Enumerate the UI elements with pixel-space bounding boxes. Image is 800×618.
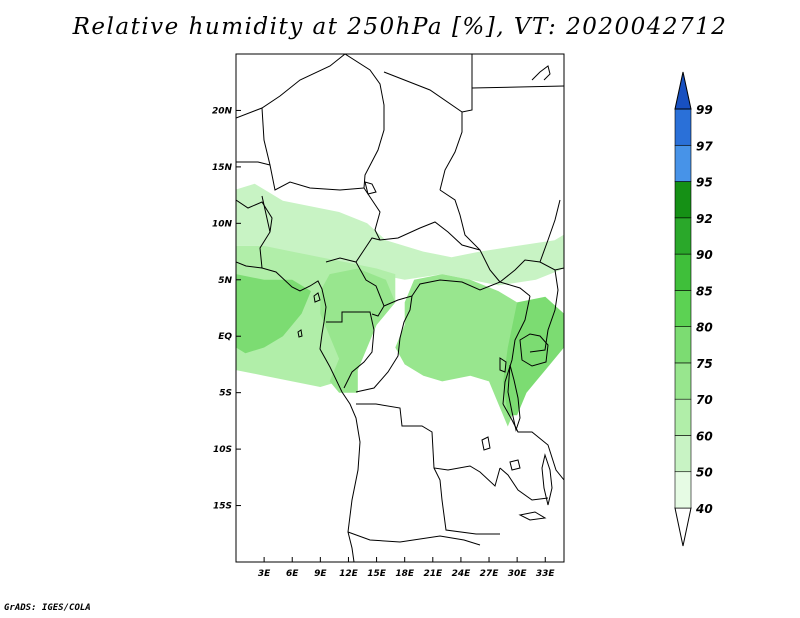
colorbar-label: 90 bbox=[696, 248, 713, 262]
country-borders bbox=[236, 54, 564, 562]
colorbar-label: 75 bbox=[696, 357, 713, 371]
lon-tick-label: 27E bbox=[480, 569, 500, 579]
border-namibia bbox=[347, 531, 481, 546]
border-sudan-ethiopia bbox=[539, 199, 561, 263]
lon-tick-label: 6E bbox=[286, 569, 299, 579]
border-kenya bbox=[529, 269, 559, 353]
colorbar-band bbox=[674, 181, 692, 219]
lon-tick-label: 12E bbox=[339, 569, 359, 579]
lat-tick-label: 5S bbox=[219, 389, 232, 399]
colorbar-band bbox=[674, 471, 692, 509]
lake-bangweulu bbox=[509, 459, 521, 471]
island-sao-tome bbox=[297, 329, 303, 338]
coastline-west bbox=[236, 261, 361, 562]
border-cameroon bbox=[355, 261, 385, 317]
lat-tick-label: 20N bbox=[212, 106, 233, 116]
colorbar-label: 97 bbox=[696, 139, 713, 153]
humidity-shading bbox=[236, 183, 564, 427]
lon-tick-label: 15E bbox=[367, 569, 387, 579]
grads-credit: GrADS: IGES/COLA bbox=[4, 603, 91, 613]
border-chad-sudan bbox=[439, 189, 501, 283]
humidity-zone-west-coast bbox=[236, 274, 311, 354]
lon-tick-label: 3E bbox=[258, 569, 271, 579]
colorbar-label: 50 bbox=[696, 466, 713, 480]
colorbar-top-arrow bbox=[674, 71, 692, 110]
latitude-axis: 20N 15N 10N 5N EQ 5S 10S 15S bbox=[212, 106, 241, 512]
map-title: Relative humidity at 250hPa [%], VT: 202… bbox=[72, 14, 728, 40]
lake-chad bbox=[364, 181, 377, 195]
border-benin-togo bbox=[261, 195, 271, 233]
colorbar-label: 60 bbox=[696, 429, 713, 443]
border-uganda bbox=[502, 295, 531, 405]
border-egypt-sudan bbox=[461, 54, 473, 113]
border-mali-niger bbox=[261, 107, 365, 191]
border-sudan-east bbox=[471, 85, 564, 89]
border-car-chad bbox=[379, 221, 481, 251]
border-cameroon-nigeria bbox=[325, 237, 381, 263]
colorbar-bottom-arrow bbox=[674, 507, 692, 547]
lon-tick-label: 24E bbox=[452, 569, 472, 579]
border-nigeria-chad bbox=[363, 187, 381, 241]
sinai-coast bbox=[531, 65, 551, 81]
gulf-coast-west bbox=[236, 199, 273, 269]
lat-tick-label: 10S bbox=[213, 445, 232, 455]
lat-tick-label: EQ bbox=[218, 332, 232, 342]
lon-tick-label: 33E bbox=[536, 569, 556, 579]
border-car-drc bbox=[383, 279, 531, 307]
colorbar-label: 40 bbox=[695, 502, 713, 516]
colorbar: 40 50 60 70 75 80 85 90 92 95 97 99 bbox=[674, 71, 713, 547]
lake-victoria bbox=[519, 333, 549, 367]
colorbar-band bbox=[674, 398, 692, 436]
border-south-sudan bbox=[499, 259, 564, 283]
colorbar-band bbox=[674, 108, 692, 146]
colorbar-band bbox=[674, 253, 692, 291]
border-congo bbox=[326, 311, 375, 389]
border-zambia-malawi bbox=[499, 467, 549, 501]
colorbar-band bbox=[674, 217, 692, 255]
colorbar-label: 80 bbox=[696, 321, 713, 335]
border-angola-zambia bbox=[433, 467, 500, 535]
colorbar-label: 92 bbox=[696, 212, 713, 226]
lake-kivu bbox=[499, 357, 507, 373]
lon-tick-label: 21E bbox=[423, 569, 443, 579]
colorbar-band bbox=[674, 435, 692, 473]
lake-mweru bbox=[481, 436, 491, 451]
lake-malawi bbox=[541, 453, 553, 506]
colorbar-label: 99 bbox=[696, 103, 713, 117]
lat-tick-label: 15N bbox=[212, 163, 233, 173]
lon-tick-label: 30E bbox=[508, 569, 528, 579]
border-libya-east bbox=[383, 71, 463, 191]
humidity-zone-central-west bbox=[320, 268, 396, 393]
lake-kariba bbox=[518, 511, 547, 521]
colorbar-band bbox=[674, 290, 692, 327]
lat-tick-label: 10N bbox=[212, 219, 233, 229]
colorbar-band bbox=[674, 326, 692, 364]
lake-tanganyika bbox=[507, 364, 521, 432]
colorbar-band bbox=[674, 144, 692, 182]
longitude-axis: 3E 6E 9E 12E 15E 18E 21E 24E 27E 30E 33E bbox=[258, 557, 556, 579]
lat-tick-label: 15S bbox=[213, 502, 232, 512]
border-niger-chad bbox=[344, 54, 385, 189]
island-bioko bbox=[313, 292, 321, 303]
border-drc-angola bbox=[356, 403, 501, 487]
border-congo-drc bbox=[355, 295, 413, 393]
border-west-africa bbox=[236, 161, 271, 166]
lon-tick-label: 9E bbox=[314, 569, 327, 579]
border-tanzania bbox=[502, 403, 564, 481]
colorbar-band bbox=[674, 362, 692, 400]
colorbar-label: 70 bbox=[696, 393, 713, 407]
plot-frame bbox=[235, 53, 565, 563]
lat-tick-label: 5N bbox=[218, 276, 232, 286]
colorbar-label: 85 bbox=[696, 284, 713, 298]
border-sahara bbox=[236, 54, 346, 119]
colorbar-label: 95 bbox=[696, 176, 713, 190]
lon-tick-label: 18E bbox=[395, 569, 415, 579]
